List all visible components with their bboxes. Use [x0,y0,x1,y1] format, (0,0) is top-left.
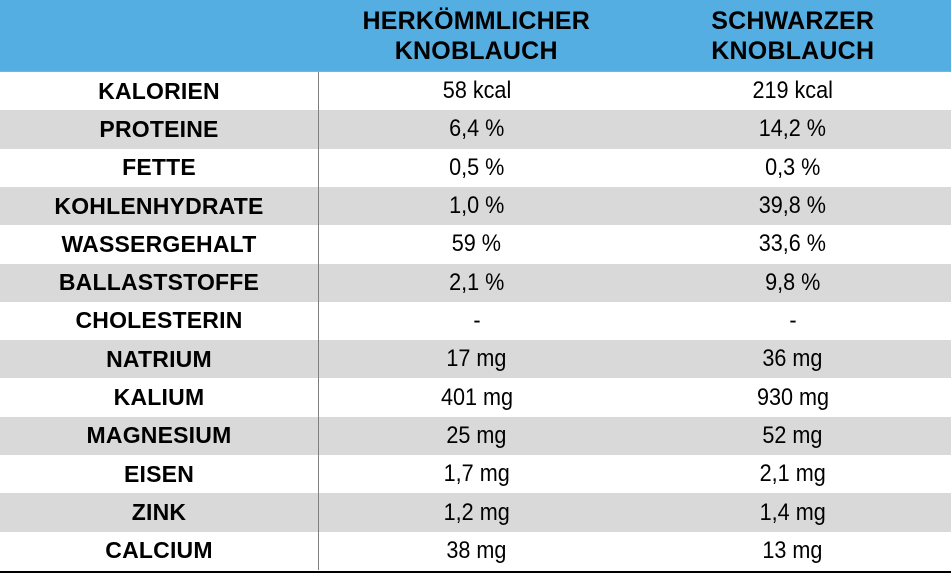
table-header: HERKÖMMLICHER KNOBLAUCH SCHWARZER KNOBLA… [0,0,951,72]
table-row-eisen: EISEN 1,7 mg 2,1 mg [0,455,951,494]
cell-conventional-value: 25 mg [318,416,635,456]
cell-black-value: - [789,306,797,334]
cell-conventional-value: 59 % [318,225,635,264]
header-corner-cell [0,0,318,71]
cell-black-value: 0,3 % [765,153,821,181]
cell-conventional-value: 6,4 % [318,110,635,149]
table-row-fette: FETTE 0,5 % 0,3 % [0,148,951,187]
row-label: KALORIEN [98,77,220,104]
cell-black-value: 2,1 mg [759,460,826,488]
cell-black-value: 39,8 % [759,192,827,220]
table-row-calcium: CALCIUM 38 mg 13 mg [0,531,951,570]
row-label: BALLASTSTOFFE [58,269,260,296]
row-label: NATRIUM [106,345,212,372]
column-header-line: SCHWARZER [711,6,875,35]
table-row-ballaststoffe: BALLASTSTOFFE 2,1 % 9,8 % [0,263,951,302]
cell-black-value: 14,2 % [759,115,827,143]
cell-conventional-value: 0,5 % [318,148,635,187]
row-label: MAGNESIUM [86,422,232,449]
table-row-kalorien: KALORIEN 58 kcal 219 kcal [0,72,951,111]
row-label: ZINK [131,499,187,526]
cell-conventional-value: 401 mg [318,378,635,417]
table-row-zink: ZINK 1,2 mg 1,4 mg [0,493,951,532]
table-row-kalium: KALIUM 401 mg 930 mg [0,378,951,417]
table-row-kohlenhydrate: KOHLENHYDRATE 1,0 % 39,8 % [0,186,951,226]
table-row-natrium: NATRIUM 17 mg 36 mg [0,340,951,379]
table-body: KALORIEN 58 kcal 219 kcal PROTEINE 6,4 %… [0,72,951,570]
row-label: EISEN [123,460,195,487]
cell-black-value: 13 mg [762,536,823,564]
cell-conventional-value: 17 mg [318,340,635,379]
table-row-proteine: PROTEINE 6,4 % 14,2 % [0,110,951,149]
cell-black-value: 1,4 mg [759,498,826,526]
table-row-cholesterin: CHOLESTERIN - - [0,301,951,341]
cell-conventional-value: 38 mg [318,531,635,570]
column-header-black-garlic: SCHWARZER KNOBLAUCH [635,0,951,71]
table-row-magnesium: MAGNESIUM 25 mg 52 mg [0,416,951,456]
table-row-wassergehalt: WASSERGEHALT 59 % 33,6 % [0,225,951,264]
row-label: WASSERGEHALT [61,230,257,257]
row-label: KOHLENHYDRATE [54,192,264,219]
cell-conventional-value: - [318,301,635,341]
cell-black-value: 930 mg [756,383,829,411]
row-label: FETTE [122,154,196,181]
column-header-line: KNOBLAUCH [394,36,558,65]
cell-black-value: 36 mg [762,345,823,373]
row-label: CALCIUM [105,537,213,564]
row-label: KALIUM [113,384,205,411]
row-label: CHOLESTERIN [75,307,243,334]
column-header-conventional-garlic: HERKÖMMLICHER KNOBLAUCH [318,0,635,71]
cell-conventional-value: 2,1 % [318,263,635,302]
column-header-line: KNOBLAUCH [711,36,875,65]
column-header-line: HERKÖMMLICHER [362,6,591,35]
cell-black-value: 52 mg [762,421,823,449]
cell-conventional-value: 58 kcal [318,72,635,111]
cell-black-value: 33,6 % [759,230,827,258]
cell-black-value: 219 kcal [752,77,833,105]
cell-conventional-value: 1,7 mg [318,455,635,494]
cell-conventional-value: 1,0 % [318,186,635,226]
cell-conventional-value: 1,2 mg [318,493,635,532]
cell-black-value: 9,8 % [765,268,821,296]
row-label: PROTEINE [99,115,219,142]
